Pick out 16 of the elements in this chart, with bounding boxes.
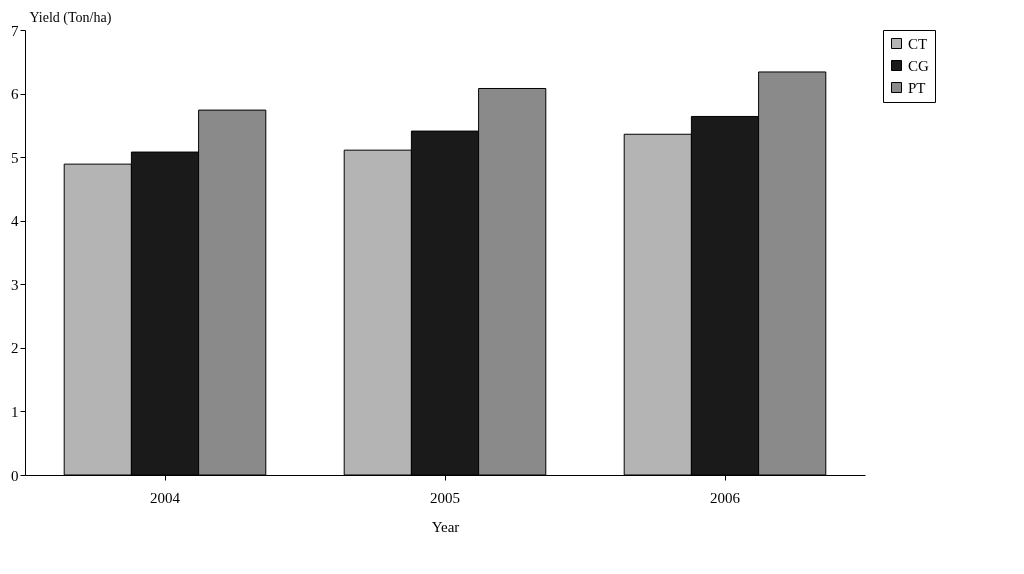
y-tick-label: 3 [11, 276, 19, 293]
y-tick-label: 7 [11, 22, 19, 39]
x-tick-label: 2006 [710, 489, 741, 506]
legend-label: CG [908, 57, 929, 74]
y-tick-label: 5 [11, 149, 19, 166]
x-tick-label: 2005 [430, 489, 460, 506]
x-axis-title: Year [431, 518, 460, 535]
legend-label: CT [908, 35, 928, 52]
y-tick-label: 1 [11, 403, 19, 420]
x-tick-label: 2004 [150, 489, 181, 506]
y-tick-label: 4 [11, 213, 19, 230]
y-tick-label: 2 [11, 340, 19, 357]
y-tick-label: 0 [11, 467, 19, 484]
y-tick-label: 6 [11, 86, 19, 103]
legend-label: PT [908, 79, 926, 96]
y-axis-title: Yield (Ton/ha) [29, 9, 112, 26]
